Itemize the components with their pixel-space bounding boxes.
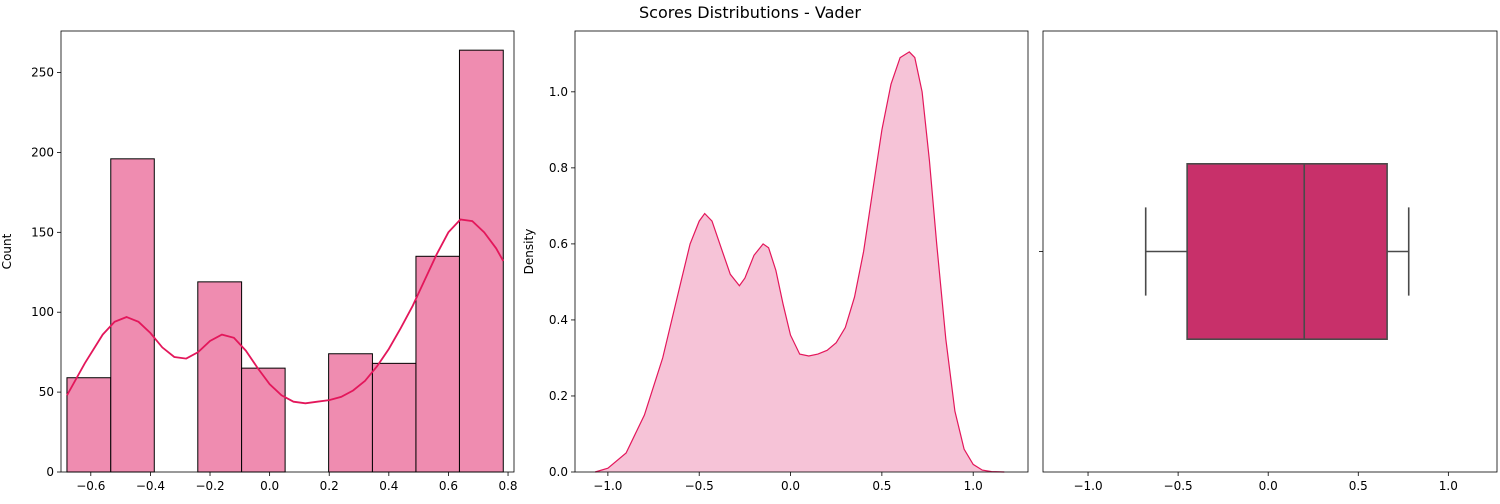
histogram-ytick-label: 100 — [31, 305, 54, 319]
boxplot-xtick-label: 0.5 — [1349, 479, 1368, 493]
kde-ytick-label: 1.0 — [549, 85, 568, 99]
histogram-xtick-label: −0.4 — [136, 479, 165, 493]
histogram-xtick-label: 0.0 — [260, 479, 279, 493]
kde-ytick-label: 0.2 — [549, 389, 568, 403]
histogram-xtick-label: 0.4 — [379, 479, 398, 493]
histogram-ytick-label: 150 — [31, 225, 54, 239]
box-iqr — [1186, 163, 1388, 340]
boxplot-xtick-label: 0.0 — [1259, 479, 1278, 493]
histogram-xtick-label: 0.2 — [320, 479, 339, 493]
kde-frame — [574, 30, 1029, 473]
histogram-frame — [60, 30, 515, 473]
histogram-bar — [110, 158, 155, 473]
histogram-bar — [66, 377, 112, 473]
boxplot-xtick-label: −0.5 — [1164, 479, 1193, 493]
kde-overlay-line — [66, 218, 505, 405]
histogram-xtick-label: −0.6 — [76, 479, 105, 493]
histogram-xtick-label: 0.8 — [498, 479, 517, 493]
kde-area-line — [594, 51, 1005, 473]
histogram-bar — [371, 362, 417, 473]
histogram-bar — [328, 353, 373, 473]
kde-ylabel: Density — [522, 229, 536, 275]
kde-xtick-label: −0.5 — [685, 479, 714, 493]
kde-ytick-label: 0.4 — [549, 313, 568, 327]
kde-area-fill — [595, 51, 1005, 473]
boxplot-xtick-label: −1.0 — [1073, 479, 1102, 493]
histogram-ylabel: Count — [0, 233, 14, 269]
histogram-xtick-label: −0.2 — [195, 479, 224, 493]
kde-xtick-label: 1.0 — [964, 479, 983, 493]
histogram-panel — [66, 49, 505, 473]
kde-ytick-label: 0.0 — [549, 465, 568, 479]
histogram-ytick-label: 50 — [39, 385, 54, 399]
kde-panel — [594, 51, 1005, 473]
histogram-ytick-label: 200 — [31, 145, 54, 159]
boxplot-xtick-label: 1.0 — [1439, 479, 1458, 493]
histogram-ytick-label: 0 — [46, 465, 54, 479]
histogram-xtick-label: 0.6 — [439, 479, 458, 493]
kde-xtick-label: −1.0 — [593, 479, 622, 493]
histogram-bar — [197, 281, 243, 473]
boxplot-panel — [1144, 163, 1410, 340]
histogram-ytick-label: 250 — [31, 66, 54, 80]
kde-xtick-label: 0.0 — [781, 479, 800, 493]
figure-title: Scores Distributions - Vader — [639, 3, 861, 22]
histogram-bar — [415, 255, 460, 473]
kde-ytick-label: 0.8 — [549, 161, 568, 175]
kde-xtick-label: 0.5 — [872, 479, 891, 493]
histogram-bar — [458, 49, 504, 473]
histogram-bar — [241, 367, 286, 473]
kde-ytick-label: 0.6 — [549, 237, 568, 251]
